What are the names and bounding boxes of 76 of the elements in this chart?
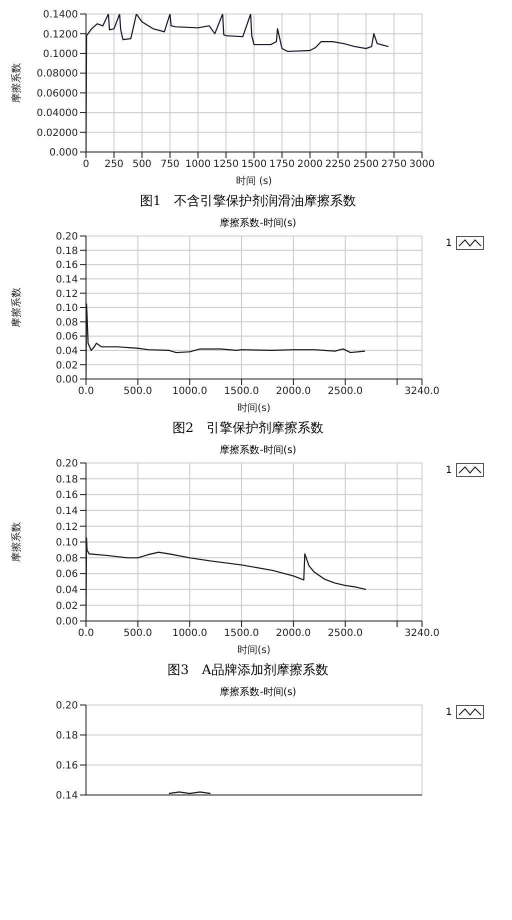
y-tick-label: 0.20 [56, 700, 78, 712]
x-tick-label: 1000.0 [172, 386, 208, 398]
x-tick-label: 500.0 [124, 628, 152, 640]
x-tick-label: 3000 [409, 159, 435, 170]
x-tick-label: 1500.0 [224, 628, 260, 640]
x-tick-label: 3240.0 [404, 386, 440, 398]
x-tick-label: 0.0 [78, 628, 94, 640]
x-tick-label: 500.0 [124, 386, 152, 398]
x-tick-label: 250 [104, 159, 124, 170]
y-tick-label: 0.16 [56, 760, 78, 772]
caption: 图1 不含引擎保护剂润滑油摩擦系数 [138, 193, 358, 210]
x-tick-label: 500 [132, 159, 152, 170]
legend-label: 1 [446, 464, 452, 476]
x-tick-label: 1000 [185, 159, 211, 170]
legend-label: 1 [446, 706, 452, 718]
x-tick-label: 1250 [213, 159, 239, 170]
chart-title: 摩擦系数-时间(s) [218, 216, 298, 230]
y-tick-label: 0.14 [56, 790, 78, 802]
y-tick-label: 0.12 [56, 522, 78, 533]
y-tick-label: 0.04000 [36, 108, 78, 120]
x-tick-label: 2750 [381, 159, 407, 170]
y-tick-label: 0.04 [56, 346, 78, 357]
chart-title: 摩擦系数-时间(s) [218, 444, 298, 457]
y-tick-label: 0.20 [56, 232, 78, 243]
y-tick-label: 0.06000 [36, 88, 78, 100]
x-tick-label: 1500.0 [224, 386, 260, 398]
x-tick-label: 3240.0 [404, 628, 440, 640]
y-tick-label: 0.00 [56, 374, 78, 386]
y-tick-label: 0.00 [56, 616, 78, 628]
y-tick-label: 0.04 [56, 584, 78, 596]
x-tick-label: 1500 [241, 159, 267, 170]
y-tick-label: 0.18 [56, 474, 78, 486]
y-axis-title: 摩擦系数 [10, 522, 23, 562]
y-tick-label: 0.16 [56, 260, 78, 272]
x-tick-label: 1000.0 [172, 628, 208, 640]
y-tick-label: 0.18 [56, 730, 78, 742]
y-axis-title: 摩擦系数 [10, 63, 23, 103]
x-tick-label: 750 [160, 159, 180, 170]
x-tick-label: 2500.0 [328, 628, 363, 640]
x-tick-label: 2500 [353, 159, 379, 170]
x-tick-label: 2500.0 [328, 386, 363, 398]
x-axis-title: 时间 (s) [236, 175, 272, 187]
y-tick-label: 0.14 [56, 274, 78, 286]
x-tick-label: 2000.0 [276, 628, 311, 640]
y-tick-label: 0.12 [56, 288, 78, 300]
y-tick-label: 0.20 [56, 458, 78, 470]
y-axis-title: 摩擦系数 [10, 288, 23, 328]
caption: 图3 A品牌添加剂摩擦系数 [166, 662, 330, 679]
y-tick-label: 0.08 [56, 317, 78, 328]
x-axis-title: 时间(s) [237, 402, 271, 414]
x-tick-label: 0.0 [78, 386, 94, 398]
x-tick-label: 2250 [325, 159, 351, 170]
y-tick-label: 0.1400 [43, 10, 78, 21]
x-tick-label: 2000 [297, 159, 323, 170]
y-tick-label: 0.1000 [43, 48, 78, 60]
y-tick-label: 0.18 [56, 246, 78, 257]
y-tick-label: 0.10 [56, 538, 78, 549]
legend-label: 1 [446, 238, 452, 248]
y-tick-label: 0.02000 [36, 128, 78, 139]
chart-title: 摩擦系数-时间(s) [218, 686, 298, 699]
x-tick-label: 0 [82, 159, 90, 170]
y-tick-label: 0.14 [56, 506, 78, 517]
y-tick-label: 0.000 [49, 148, 78, 159]
x-tick-label: 1750 [269, 159, 295, 170]
y-tick-label: 0.02 [56, 600, 78, 612]
y-tick-label: 0.06 [56, 332, 78, 343]
y-tick-label: 0.08 [56, 553, 78, 564]
x-axis-title: 时间(s) [237, 644, 271, 656]
y-tick-label: 0.02 [56, 360, 78, 372]
y-tick-label: 0.08000 [36, 68, 78, 80]
caption: 图2 引擎保护剂摩擦系数 [171, 420, 325, 437]
x-tick-label: 2000.0 [276, 386, 311, 398]
y-tick-label: 0.16 [56, 490, 78, 502]
y-tick-label: 0.1200 [43, 29, 78, 40]
y-tick-label: 0.06 [56, 569, 78, 580]
y-tick-label: 0.10 [56, 303, 78, 314]
